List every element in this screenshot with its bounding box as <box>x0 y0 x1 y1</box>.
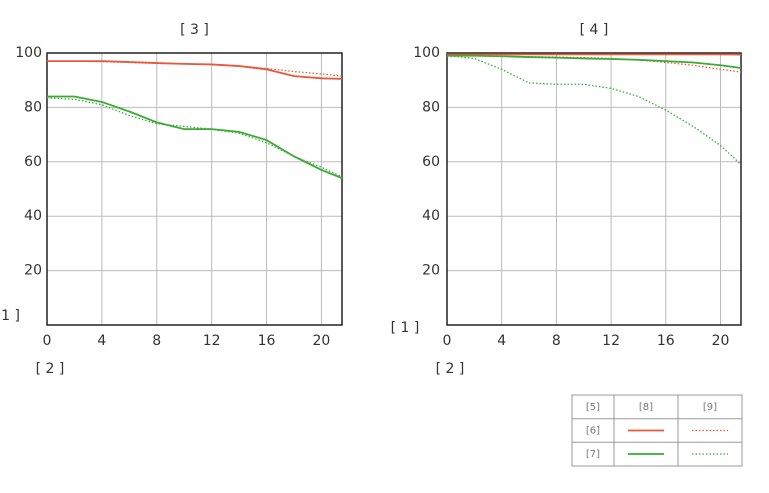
legend-header: [8] <box>639 402 653 413</box>
x-tick-label: 8 <box>552 333 561 349</box>
y-axis-label: [ 1 ] <box>0 308 20 324</box>
x-tick-label: 20 <box>712 333 730 349</box>
y-tick-label: 80 <box>24 99 42 115</box>
x-tick-label: 8 <box>152 333 161 349</box>
y-tick-label: 100 <box>413 45 440 61</box>
y-tick-label: 80 <box>422 99 440 115</box>
x-tick-label: 0 <box>43 333 52 349</box>
x-tick-label: 16 <box>258 333 276 349</box>
x-tick-label: 16 <box>657 333 675 349</box>
x-axis-label: [ 2 ] <box>36 361 65 377</box>
x-tick-label: 12 <box>203 333 221 349</box>
legend-row-label: [6] <box>586 426 600 437</box>
y-tick-label: 100 <box>15 45 42 61</box>
series-line <box>447 56 741 165</box>
y-tick-label: 60 <box>24 154 42 170</box>
x-tick-label: 0 <box>443 333 452 349</box>
y-tick-label: 20 <box>422 263 440 279</box>
y-tick-label: 60 <box>422 154 440 170</box>
legend: [5] [8] [9] [6] [7] <box>572 395 742 466</box>
x-axis-label: [ 2 ] <box>436 361 465 377</box>
series-line <box>47 98 342 177</box>
legend-header: [9] <box>703 402 717 413</box>
y-tick-label: 20 <box>24 263 42 279</box>
legend-row-label: [7] <box>586 449 600 460</box>
x-tick-label: 20 <box>313 333 331 349</box>
plot-frame <box>47 53 342 325</box>
series-line <box>47 97 342 179</box>
x-tick-label: 12 <box>602 333 620 349</box>
legend-header: [5] <box>586 402 600 413</box>
plot-frame <box>447 53 741 325</box>
chart-title: [ 4 ] <box>580 22 609 38</box>
x-tick-label: 4 <box>497 333 506 349</box>
y-tick-label: 40 <box>24 208 42 224</box>
x-tick-label: 4 <box>97 333 106 349</box>
chart-title: [ 3 ] <box>180 22 209 38</box>
y-axis-label: [ 1 ] <box>391 320 420 336</box>
y-tick-label: 40 <box>422 208 440 224</box>
